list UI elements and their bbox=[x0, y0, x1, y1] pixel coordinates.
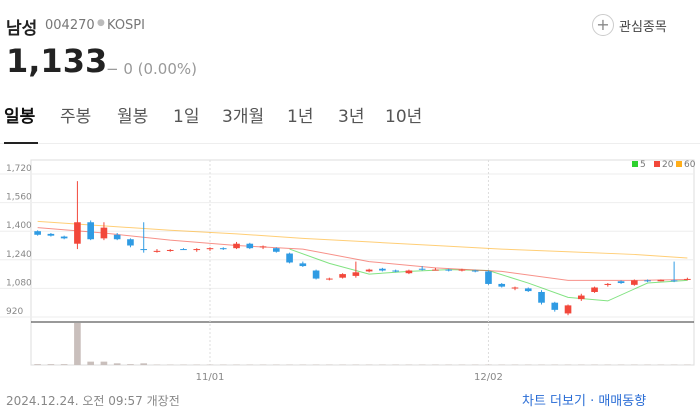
volume-bar bbox=[101, 362, 108, 365]
page: 남성 004270 ● KOSPI + 관심종목 1,133 − 0 (0.00… bbox=[0, 0, 700, 400]
candle-body bbox=[207, 248, 214, 249]
legend-label: 60 bbox=[684, 160, 696, 170]
candle-body bbox=[512, 288, 519, 289]
candle-body bbox=[114, 235, 121, 239]
x-tick-label: 12/02 bbox=[474, 372, 503, 383]
chart: 920 1,080 1,240 1,400 1,560 1,720 11/01 12/02 5 2… bbox=[0, 150, 700, 390]
candle-body bbox=[300, 263, 307, 266]
candle-body bbox=[591, 288, 598, 292]
candle-body bbox=[260, 246, 267, 247]
candle-body bbox=[379, 269, 386, 271]
candle-body bbox=[671, 280, 678, 281]
candle-body bbox=[551, 303, 558, 310]
candle-body bbox=[406, 271, 413, 274]
volume-bar bbox=[61, 364, 68, 365]
candle-body bbox=[498, 284, 505, 287]
volume-bar bbox=[127, 364, 134, 365]
tab[interactable]: 10년 bbox=[385, 102, 422, 127]
candle-body bbox=[472, 271, 479, 272]
footer-time: 2024.12.24. 오전 09:57 개장전 bbox=[6, 392, 180, 409]
candle-body bbox=[313, 271, 320, 279]
legend-swatch bbox=[676, 161, 682, 167]
volume-bar bbox=[48, 364, 55, 365]
y-tick-label: 1,080 bbox=[6, 278, 32, 288]
candle-body bbox=[193, 249, 200, 250]
y-tick-label: 1,720 bbox=[6, 164, 32, 174]
candle-body bbox=[366, 270, 373, 272]
candle-body bbox=[233, 244, 240, 248]
candle-body bbox=[432, 270, 439, 271]
tab[interactable]: 일봉 bbox=[4, 102, 35, 127]
candle-body bbox=[246, 244, 253, 248]
volume-bar bbox=[114, 363, 121, 365]
candle-body bbox=[525, 288, 532, 291]
legend-label: 20 bbox=[662, 160, 674, 170]
candle-body bbox=[127, 239, 134, 245]
candle-body bbox=[578, 296, 585, 300]
candle-body bbox=[220, 248, 227, 249]
candle-body bbox=[339, 274, 346, 278]
volume-bar bbox=[140, 363, 147, 365]
chart-frame bbox=[31, 160, 694, 365]
watch-button[interactable]: 관심종목 bbox=[619, 16, 667, 35]
price: 1,133 bbox=[6, 42, 107, 80]
candle-body bbox=[538, 292, 545, 303]
candle-body bbox=[273, 248, 280, 252]
watch-icon[interactable]: + bbox=[592, 14, 614, 36]
candle-body bbox=[419, 269, 426, 270]
candle-body bbox=[74, 222, 81, 243]
candle-body bbox=[631, 280, 638, 284]
y-tick-label: 1,400 bbox=[6, 221, 32, 231]
candle-body bbox=[565, 305, 572, 313]
market: KOSPI bbox=[107, 18, 145, 33]
candle-body bbox=[48, 234, 55, 236]
dot: ● bbox=[97, 18, 105, 28]
candle-body bbox=[353, 272, 360, 276]
x-tick-label: 11/01 bbox=[196, 372, 225, 383]
candle-body bbox=[326, 279, 333, 280]
candle-body bbox=[34, 231, 41, 235]
candle-body bbox=[180, 249, 187, 250]
candle-body bbox=[61, 237, 68, 239]
y-tick-label: 1,240 bbox=[6, 250, 32, 260]
tab[interactable]: 주봉 bbox=[60, 102, 91, 127]
legend-label: 5 bbox=[640, 160, 646, 170]
candle-body bbox=[167, 250, 174, 251]
candle-body bbox=[286, 254, 293, 263]
candle-body bbox=[154, 251, 161, 252]
candle-body bbox=[459, 270, 466, 271]
tab-underline bbox=[4, 142, 38, 144]
candle-body bbox=[485, 271, 492, 284]
candle-body bbox=[684, 279, 691, 280]
volume-bar bbox=[87, 362, 94, 365]
tab[interactable]: 3개월 bbox=[222, 102, 264, 127]
candle-body bbox=[101, 228, 108, 239]
legend-swatch bbox=[654, 161, 660, 167]
candle-body bbox=[140, 249, 147, 250]
tab[interactable]: 월봉 bbox=[117, 102, 148, 127]
ma-line bbox=[38, 221, 688, 258]
volume-bar bbox=[34, 364, 41, 365]
candle-body bbox=[618, 281, 625, 283]
y-tick-label: 1,560 bbox=[6, 193, 32, 203]
stock-name: 남성 bbox=[6, 14, 37, 39]
candle-body bbox=[392, 271, 399, 272]
volume-bar bbox=[74, 323, 81, 365]
change: − 0 (0.00%) bbox=[106, 60, 197, 78]
candle-body bbox=[87, 222, 94, 239]
legend-swatch bbox=[632, 161, 638, 167]
tab[interactable]: 1년 bbox=[287, 102, 313, 127]
candle-body bbox=[445, 270, 452, 271]
candle-body bbox=[644, 280, 651, 281]
tab[interactable]: 1일 bbox=[173, 102, 199, 127]
tab-divider bbox=[0, 143, 700, 144]
candle-body bbox=[604, 284, 611, 285]
y-tick-label: 920 bbox=[6, 307, 23, 317]
tab[interactable]: 3년 bbox=[338, 102, 364, 127]
candle-body bbox=[658, 280, 665, 281]
stock-code: 004270 bbox=[45, 18, 95, 33]
